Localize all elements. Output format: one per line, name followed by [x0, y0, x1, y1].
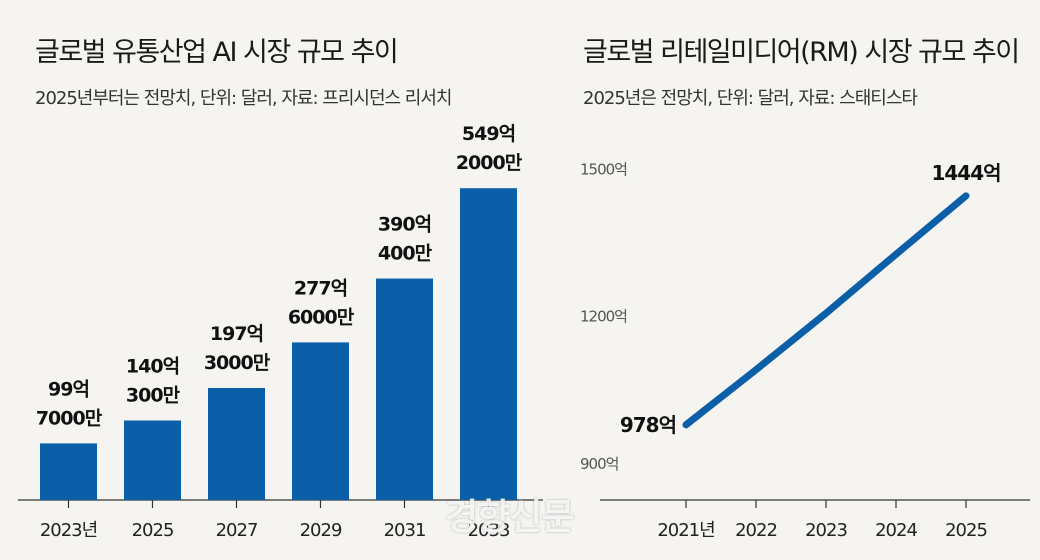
right-chart-title: 글로벌 리테일미디어(RM) 시장 규모 추이: [583, 37, 1020, 68]
bar: [460, 188, 517, 500]
point-label: 1444억: [931, 161, 1000, 185]
x-tick-label: 2024: [875, 520, 917, 541]
x-tick-label: 2025: [945, 520, 987, 541]
bar: [208, 387, 265, 500]
left-chart-title: 글로벌 유통산업 AI 시장 규모 추이: [35, 37, 399, 68]
bar-data-label: 2000만: [456, 152, 523, 174]
x-tick-label: 2025: [132, 520, 174, 541]
bar: [40, 443, 97, 500]
x-tick-label: 2023년: [40, 520, 97, 541]
y-tick-label: 1200억: [580, 308, 627, 326]
left-chart-subtitle: 2025년부터는 전망치, 단위: 달러, 자료: 프리시던스 리서치: [35, 88, 452, 109]
watermark-logo: 경향신문: [445, 497, 574, 538]
bar-data-label: 277억: [294, 277, 347, 299]
bar: [124, 420, 181, 500]
x-tick-label: 2029: [300, 520, 342, 541]
y-tick-label: 900억: [580, 455, 618, 473]
line-series: [682, 192, 970, 429]
x-tick-label: 2033: [468, 520, 510, 541]
x-tick-label: 2022: [735, 520, 777, 541]
bar-data-label: 390억: [378, 214, 431, 236]
bar-data-label: 6000만: [288, 306, 355, 328]
point-label: 978억: [620, 413, 676, 437]
y-tick-label: 1500억: [580, 160, 627, 178]
bar: [292, 342, 349, 500]
bar-data-label: 99억: [48, 378, 89, 400]
x-tick-label: 2021년: [657, 520, 714, 541]
bar-data-label: 400만: [378, 243, 433, 265]
x-tick-label: 2027: [216, 520, 258, 541]
right-chart-subtitle: 2025년은 전망치, 단위: 달러, 자료: 스태티스타: [583, 88, 918, 109]
x-tick-label: 2031: [384, 520, 426, 541]
bar-data-label: 7000만: [36, 407, 103, 429]
x-tick-label: 2023: [805, 520, 847, 541]
bar: [376, 278, 433, 500]
bar-data-label: 549억: [462, 123, 515, 145]
bar-data-label: 197억: [210, 323, 263, 345]
bar-data-label: 300만: [126, 384, 181, 406]
bar-data-label: 3000만: [204, 352, 271, 374]
bar-data-label: 140억: [126, 355, 179, 377]
